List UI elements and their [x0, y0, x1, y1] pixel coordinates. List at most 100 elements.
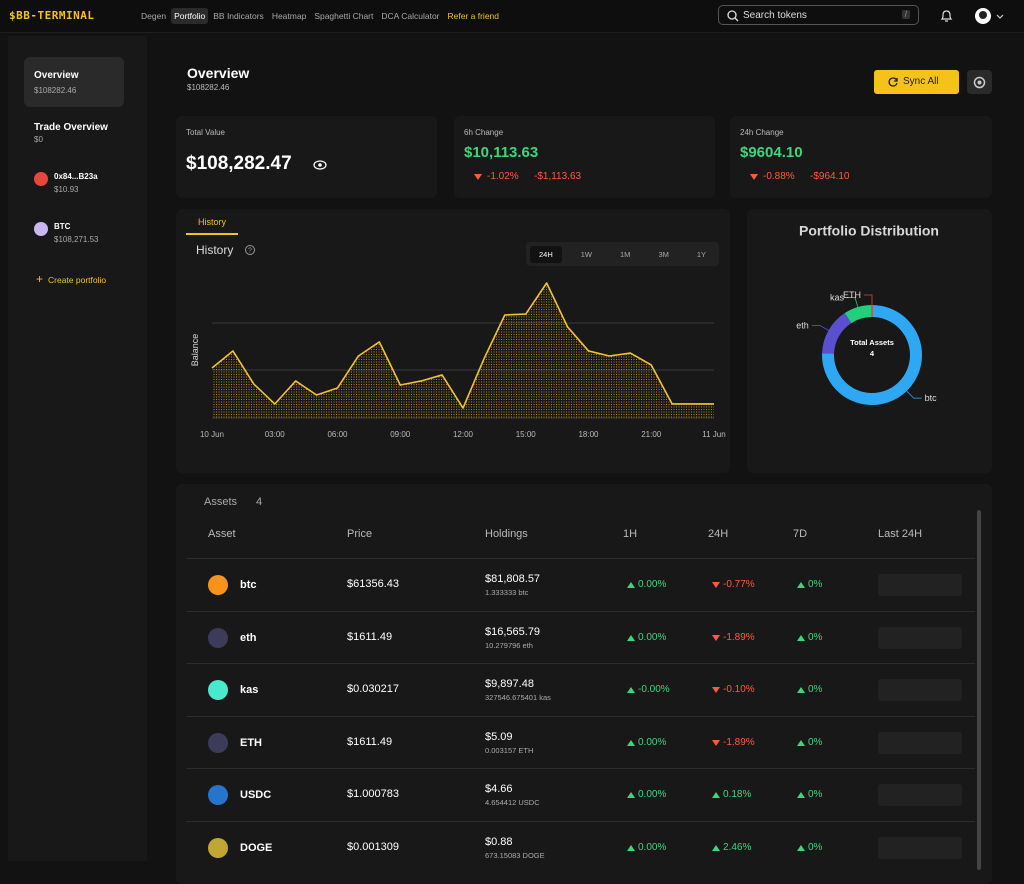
asset-amount: 327546.675401 kas — [485, 693, 551, 702]
change-h24: -1.89% — [723, 632, 755, 643]
icon-shape — [627, 792, 635, 798]
down-arrow — [712, 581, 720, 589]
change-h1: 0.00% — [638, 579, 666, 590]
icon-shape — [712, 687, 720, 693]
asset-icon — [207, 732, 229, 754]
logo[interactable]: $BB-TERMINAL — [9, 9, 94, 22]
asset-holdings: $4.66 — [485, 783, 513, 795]
avatar[interactable] — [974, 6, 1006, 26]
settings-button[interactable] — [967, 70, 992, 94]
stat-value: $10,113.63 — [464, 144, 538, 161]
x-tick-label: 11 Jun — [702, 430, 725, 439]
sync-button[interactable]: Sync All — [874, 70, 959, 94]
change-h1: 0.00% — [638, 737, 666, 748]
search-box[interactable]: Search tokens / — [718, 5, 919, 25]
icon-shape — [750, 174, 758, 180]
asset-name: eth — [240, 632, 257, 644]
x-tick-label: 06:00 — [327, 430, 348, 439]
nav-link[interactable]: Spaghetti Chart — [311, 8, 376, 24]
icon-shape — [712, 792, 720, 798]
bell-icon[interactable] — [940, 9, 953, 23]
stat-card: 24h Change$9604.10-0.88%-$964.10 — [730, 116, 992, 198]
asset-amount: 1.333333 btc — [485, 588, 528, 597]
column-header: 7D — [793, 528, 807, 540]
portfolio-name: BTC — [54, 222, 70, 231]
portfolio-value: $108282.46 — [34, 86, 76, 95]
nav-link[interactable]: DCA Calculator — [378, 8, 442, 24]
plus-icon: + — [36, 272, 43, 286]
nav-link[interactable]: Refer a friend — [445, 8, 503, 24]
icon-shape — [712, 635, 720, 641]
change-h1: 0.00% — [638, 632, 666, 643]
portfolio-name: Trade Overview — [34, 122, 108, 133]
leader-line — [907, 391, 922, 398]
down-arrow — [712, 686, 720, 694]
scrollbar[interactable] — [977, 510, 981, 870]
down-arrow — [712, 634, 720, 642]
asset-name: btc — [240, 579, 257, 591]
stat-pct: -1.02% — [487, 171, 519, 182]
portfolio-item[interactable]: Overview $108282.46 — [24, 57, 124, 107]
nav-link[interactable]: Degen — [138, 8, 169, 24]
down-arrow — [750, 173, 758, 181]
up-arrow — [627, 739, 635, 747]
portfolio-item[interactable]: BTC$108,271.53 — [24, 216, 124, 246]
asset-amount: 673.15083 DOGE — [485, 851, 545, 860]
asset-price: $61356.43 — [347, 578, 399, 590]
x-tick-label: 10 Jun — [200, 430, 224, 439]
sync-icon — [887, 76, 899, 88]
change-h1: 0.00% — [638, 789, 666, 800]
portfolio-item[interactable]: 0x84...B23a$10.93 — [24, 166, 124, 196]
icon-shape — [318, 163, 322, 167]
sparkline-placeholder — [878, 679, 962, 701]
page: Portfolio { "nav": { "logo": "$BB-TERMIN… — [0, 0, 1024, 861]
change-h24: 0.18% — [723, 789, 751, 800]
nav-link[interactable]: BB Indicators — [210, 8, 267, 24]
icon-shape — [797, 740, 805, 746]
asset-price: $0.030217 — [347, 683, 399, 695]
icon-shape — [208, 680, 228, 700]
area — [212, 283, 714, 418]
up-arrow — [797, 581, 805, 589]
asset-price: $0.001309 — [347, 841, 399, 853]
eye-icon[interactable] — [313, 160, 327, 170]
change-h24: 2.46% — [723, 842, 751, 853]
portfolio-icon — [32, 220, 50, 238]
up-arrow — [627, 686, 635, 694]
change-h24: -0.10% — [723, 684, 755, 695]
down-arrow — [474, 173, 482, 181]
segment-label: btc — [925, 393, 938, 403]
portfolio-item[interactable]: Trade Overview$0 — [24, 116, 124, 146]
asset-amount: 0.003157 ETH — [485, 746, 533, 755]
segment-label: ETH — [843, 290, 861, 300]
asset-row[interactable]: kas $0.030217 $9,897.48 327546.675401 kas -0… — [186, 664, 975, 715]
icon-shape — [627, 845, 635, 851]
change-d7: 0% — [808, 579, 822, 590]
sparkline-placeholder — [878, 732, 962, 754]
stat-card: Total Value$108,282.47 — [176, 116, 437, 198]
x-tick-label: 21:00 — [641, 430, 662, 439]
asset-name: kas — [240, 684, 258, 696]
change-d7: 0% — [808, 789, 822, 800]
asset-icon — [207, 627, 229, 649]
asset-name: USDC — [240, 789, 271, 801]
asset-holdings: $9,897.48 — [485, 678, 534, 690]
create-portfolio[interactable]: +Create portfolio — [36, 272, 106, 286]
nav-link[interactable]: Heatmap — [269, 8, 310, 24]
center-value: 4 — [870, 349, 875, 358]
nav-link[interactable]: Portfolio — [171, 8, 208, 24]
icon-shape — [208, 575, 228, 595]
stat-abs: -$1,113.63 — [534, 171, 581, 182]
column-header: Price — [347, 528, 372, 540]
settings-icon — [973, 76, 986, 89]
portfolio-name: Overview — [34, 70, 78, 81]
